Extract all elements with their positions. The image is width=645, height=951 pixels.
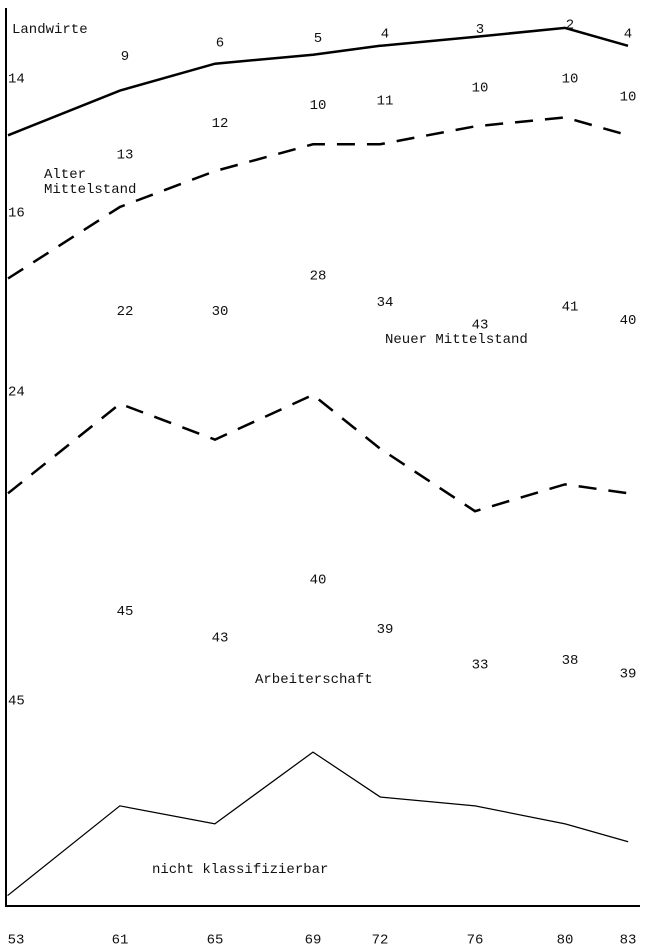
value-label: 2 bbox=[566, 18, 574, 34]
value-label: 22 bbox=[117, 304, 134, 320]
value-label: 9 bbox=[121, 49, 129, 65]
series-label: nicht klassifizierbar bbox=[152, 862, 329, 878]
value-label: 10 bbox=[562, 71, 579, 87]
value-label: 43 bbox=[212, 631, 229, 647]
series-label: Neuer Mittelstand bbox=[385, 332, 528, 348]
x-tick-label: 61 bbox=[112, 933, 129, 949]
value-label: 10 bbox=[620, 89, 637, 105]
value-label: 24 bbox=[8, 385, 25, 401]
x-tick-label: 65 bbox=[207, 933, 224, 949]
value-label: 10 bbox=[472, 80, 489, 96]
series-line bbox=[7, 26, 629, 137]
series-line bbox=[7, 116, 629, 280]
series-label: Landwirte bbox=[12, 22, 88, 38]
value-label: 28 bbox=[310, 268, 327, 284]
value-label: 39 bbox=[377, 622, 394, 638]
value-label: 5 bbox=[314, 31, 322, 47]
value-label: 4 bbox=[624, 27, 632, 43]
value-label: 45 bbox=[8, 693, 25, 709]
value-label: 30 bbox=[212, 304, 229, 320]
value-label: 33 bbox=[472, 658, 489, 674]
x-tick-label: 76 bbox=[467, 933, 484, 949]
value-label: 45 bbox=[117, 604, 134, 620]
value-label: 6 bbox=[216, 36, 224, 52]
x-tick-label: 83 bbox=[620, 933, 637, 949]
value-label: 16 bbox=[8, 206, 25, 222]
value-label: 34 bbox=[377, 295, 394, 311]
value-label: 4 bbox=[381, 27, 389, 43]
x-tick-label: 53 bbox=[8, 933, 25, 949]
series-line bbox=[7, 393, 629, 513]
value-label: 12 bbox=[212, 116, 229, 132]
x-tick-label: 72 bbox=[372, 933, 389, 949]
value-label: 39 bbox=[620, 667, 637, 683]
value-label: 13 bbox=[117, 147, 134, 163]
value-label: 11 bbox=[377, 94, 394, 110]
value-label: 40 bbox=[310, 573, 327, 589]
series-label: Arbeiterschaft bbox=[255, 672, 373, 688]
value-label: 14 bbox=[8, 71, 25, 87]
area bbox=[8, 752, 628, 905]
x-tick-label: 69 bbox=[305, 933, 322, 949]
value-label: 40 bbox=[620, 313, 637, 329]
series-label: Alter Mittelstand bbox=[44, 167, 137, 198]
value-label: 43 bbox=[472, 317, 489, 333]
value-label: 41 bbox=[562, 300, 579, 316]
value-label: 38 bbox=[562, 653, 579, 669]
value-label: 10 bbox=[310, 98, 327, 114]
x-tick-label: 80 bbox=[557, 933, 574, 949]
value-label: 3 bbox=[476, 22, 484, 38]
